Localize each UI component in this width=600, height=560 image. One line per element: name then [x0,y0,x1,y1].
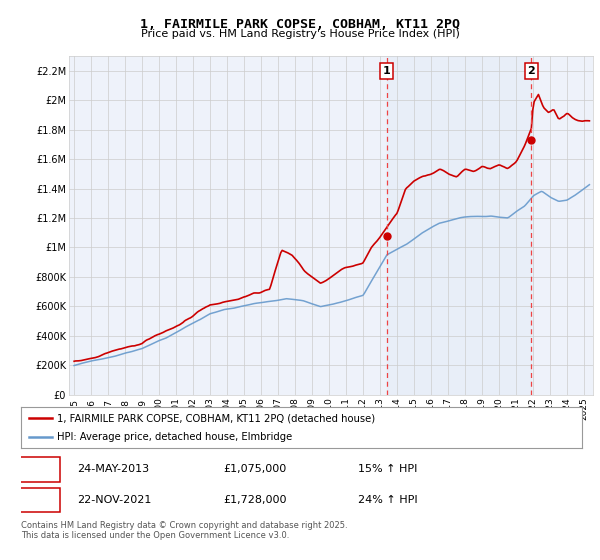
FancyBboxPatch shape [20,488,60,512]
Text: 1, FAIRMILE PARK COPSE, COBHAM, KT11 2PQ: 1, FAIRMILE PARK COPSE, COBHAM, KT11 2PQ [140,18,460,31]
Text: £1,075,000: £1,075,000 [223,464,286,474]
Text: HPI: Average price, detached house, Elmbridge: HPI: Average price, detached house, Elmb… [58,432,293,442]
Text: Price paid vs. HM Land Registry's House Price Index (HPI): Price paid vs. HM Land Registry's House … [140,29,460,39]
Text: 1: 1 [35,463,44,476]
Bar [386,56,532,395]
Text: £1,728,000: £1,728,000 [223,495,286,505]
Text: 24% ↑ HPI: 24% ↑ HPI [358,495,417,505]
Text: 15% ↑ HPI: 15% ↑ HPI [358,464,417,474]
Text: 2: 2 [35,493,44,506]
Text: 1, FAIRMILE PARK COPSE, COBHAM, KT11 2PQ (detached house): 1, FAIRMILE PARK COPSE, COBHAM, KT11 2PQ… [58,413,376,423]
FancyBboxPatch shape [20,458,60,482]
Text: 1: 1 [383,66,391,76]
Text: 22-NOV-2021: 22-NOV-2021 [77,495,151,505]
Text: 2: 2 [527,66,535,76]
Text: 24-MAY-2013: 24-MAY-2013 [77,464,149,474]
Text: Contains HM Land Registry data © Crown copyright and database right 2025.
This d: Contains HM Land Registry data © Crown c… [21,521,347,540]
